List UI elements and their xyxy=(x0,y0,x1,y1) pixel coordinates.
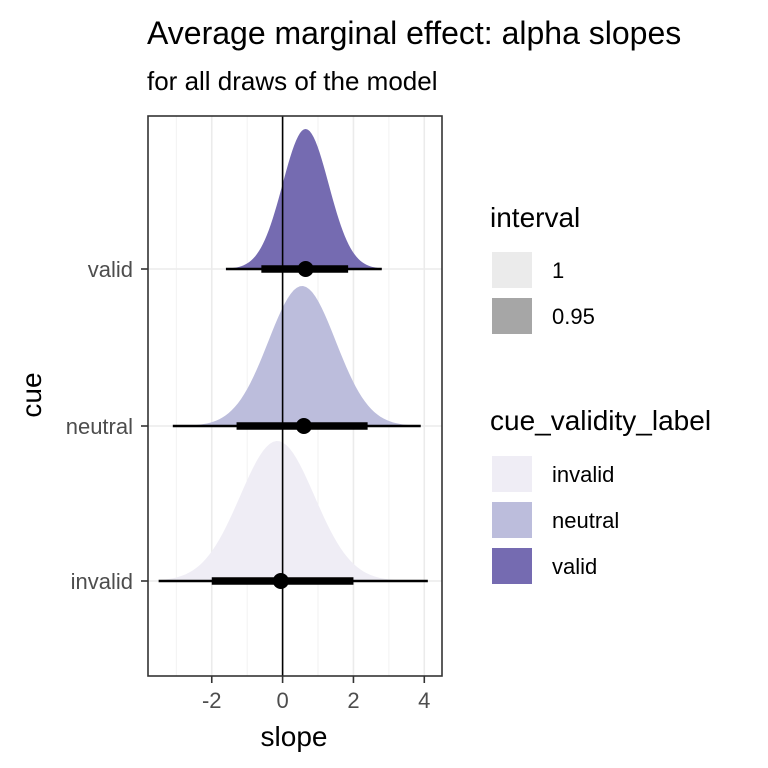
legend-interval: interval 1 0.95 xyxy=(490,202,595,334)
legend-label: valid xyxy=(552,554,597,579)
x-axis-label: slope xyxy=(261,721,328,752)
y-tick-label: neutral xyxy=(66,414,133,439)
x-tick-label: 4 xyxy=(418,688,430,713)
x-tick-label: 0 xyxy=(276,688,288,713)
y-tick-label: valid xyxy=(88,257,133,282)
density-invalid xyxy=(158,441,428,581)
legend-label: 1 xyxy=(552,258,564,283)
legend-label: neutral xyxy=(552,508,619,533)
legend-key xyxy=(492,298,532,334)
chart-subtitle: for all draws of the model xyxy=(147,66,437,96)
x-tick-label: -2 xyxy=(202,688,222,713)
point-estimate-invalid xyxy=(272,573,289,589)
legend-key xyxy=(492,456,532,492)
legend-key xyxy=(492,548,532,584)
legend-label: 0.95 xyxy=(552,304,595,329)
legend-interval-title: interval xyxy=(490,202,580,233)
density-neutral xyxy=(172,286,421,426)
y-tick-label: invalid xyxy=(71,569,133,594)
legend-label: invalid xyxy=(552,462,614,487)
x-tick-label: 2 xyxy=(347,688,359,713)
plot-panel-border xyxy=(147,115,443,677)
point-estimate-valid xyxy=(297,261,314,277)
plot-area: -2 0 2 4 valid neutral invalid xyxy=(66,115,443,713)
legend-key xyxy=(492,252,532,288)
chart-title: Average marginal effect: alpha slopes xyxy=(147,15,681,51)
point-estimate-neutral xyxy=(295,418,312,434)
legend-cue-validity-title: cue_validity_label xyxy=(490,405,711,436)
y-axis-label: cue xyxy=(16,372,47,417)
legend-key xyxy=(492,502,532,538)
density-valid xyxy=(225,129,382,269)
